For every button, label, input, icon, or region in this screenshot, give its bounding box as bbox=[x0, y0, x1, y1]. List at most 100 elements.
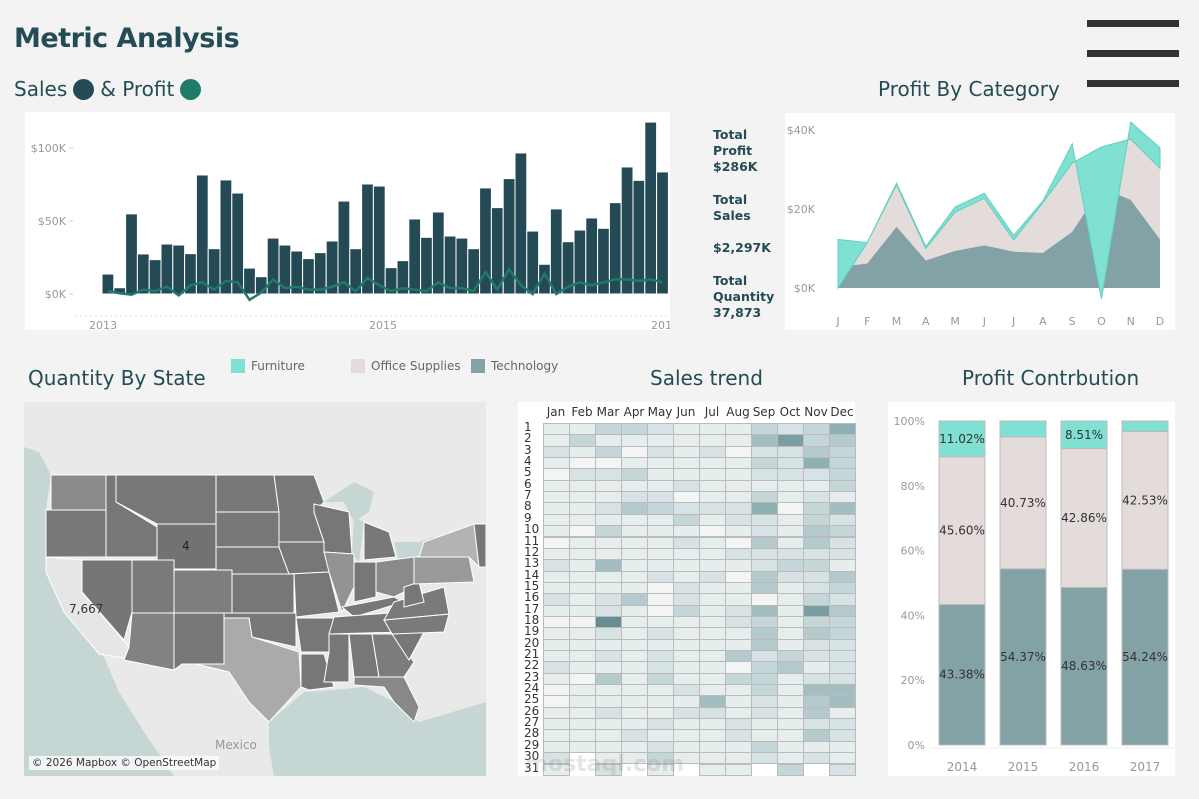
x-tick-label: 2014 bbox=[947, 760, 978, 774]
kpi-total-sales: Total Sales $2,297K bbox=[713, 192, 771, 256]
heatmap-cell[interactable] bbox=[543, 763, 570, 776]
state-ga bbox=[371, 633, 415, 678]
legend-item-furniture[interactable]: Furniture bbox=[231, 359, 305, 373]
segment-label: 45.60% bbox=[939, 524, 985, 538]
heatmap-month-header: Jul bbox=[704, 405, 720, 419]
stacked-segment-furniture bbox=[999, 420, 1047, 438]
segment-label: 42.53% bbox=[1122, 493, 1168, 507]
heatmap-day-label: 2 bbox=[524, 431, 532, 446]
state-az bbox=[123, 612, 175, 671]
heatmap-cell[interactable] bbox=[595, 763, 622, 776]
hamburger-menu-icon[interactable] bbox=[1087, 20, 1179, 90]
heatmap-day-label: 27 bbox=[524, 715, 540, 730]
y-tick-label: $40K bbox=[787, 124, 816, 137]
gulf-of-mexico bbox=[269, 687, 486, 776]
quantity-map[interactable]: 7,667 4 Mexico © 2026 Mapbox © OpenStree… bbox=[24, 402, 486, 776]
heatmap-month-header: Feb bbox=[571, 405, 593, 419]
heatmap-cell[interactable] bbox=[725, 763, 752, 776]
state-label-california: 7,667 bbox=[69, 602, 104, 616]
legend-item-technology[interactable]: Technology bbox=[471, 359, 558, 373]
sales-bar bbox=[514, 152, 528, 295]
stacked-segment-technology bbox=[938, 603, 986, 746]
sales-bar bbox=[337, 200, 351, 295]
kpi-value: $286K bbox=[713, 159, 758, 174]
heatmap-day-label: 15 bbox=[524, 578, 540, 593]
state-nd bbox=[215, 474, 280, 513]
profit-contribution-title: Profit Contrbution bbox=[962, 366, 1140, 390]
heatmap-day-label: 24 bbox=[524, 681, 540, 696]
state-label-wyoming: 4 bbox=[182, 539, 190, 553]
kpi-total-quantity: Total Quantity 37,873 bbox=[713, 273, 774, 321]
state-sd bbox=[215, 511, 280, 548]
heatmap-cell[interactable] bbox=[803, 752, 830, 765]
kpi-total-profit: Total Profit $286K bbox=[713, 127, 773, 175]
sales-bar bbox=[125, 213, 138, 295]
stacked-segment-furniture bbox=[1121, 420, 1169, 432]
heatmap-day-label: 8 bbox=[524, 499, 532, 514]
x-tick-label: A bbox=[1039, 315, 1047, 328]
profit-contribution-chart[interactable]: 100% 80% 60% 40% 20% 0% 43.38% 45.60% 11.02% 2014… bbox=[888, 402, 1175, 776]
heatmap-day-label: 18 bbox=[524, 612, 540, 627]
heatmap-month-header: Apr bbox=[623, 405, 645, 419]
stacked-segment-office-supplies bbox=[1060, 448, 1108, 588]
heatmap-cell[interactable] bbox=[647, 763, 674, 776]
heatmap-day-label: 4 bbox=[524, 454, 532, 469]
heatmap-day-label: 1 bbox=[524, 420, 532, 434]
x-tick-label: J bbox=[835, 315, 839, 328]
sales-bar bbox=[243, 267, 256, 295]
state-ut bbox=[131, 559, 175, 614]
heatmap-cell[interactable] bbox=[751, 752, 778, 765]
state-nv bbox=[81, 559, 133, 642]
heatmap-month-header: Nov bbox=[804, 405, 828, 419]
heatmap-day-label: 16 bbox=[524, 590, 540, 605]
sales-bar bbox=[620, 166, 634, 295]
heatmap-day-label: 26 bbox=[524, 703, 540, 718]
sales-bar bbox=[656, 171, 669, 295]
sales-trend-heatmap[interactable]: Jan Feb Mar Apr May Jun Jul Aug Sep Oct Nov Dec 1 2 3 4… bbox=[518, 402, 856, 776]
legend-label: Office Supplies bbox=[371, 359, 461, 373]
furniture-area bbox=[837, 121, 1161, 300]
state-pa bbox=[413, 556, 475, 585]
great-lakes bbox=[324, 482, 374, 522]
state-in bbox=[353, 561, 377, 603]
heatmap-month-header: Mar bbox=[596, 405, 620, 419]
state-wa bbox=[50, 474, 107, 511]
kpi-value: $2,297K bbox=[713, 240, 771, 255]
heatmap-cell[interactable] bbox=[777, 763, 804, 776]
x-tick-label: M bbox=[892, 315, 902, 328]
segment-label: 40.73% bbox=[1000, 496, 1046, 510]
y-tick-label: $0K bbox=[45, 288, 67, 301]
legend-label: Furniture bbox=[251, 359, 305, 373]
y-tick-label: $50K bbox=[38, 215, 67, 228]
heatmap-month-header: Jan bbox=[546, 405, 566, 419]
segment-label: 43.38% bbox=[939, 668, 985, 682]
heatmap-day-label: 11 bbox=[524, 533, 540, 548]
stacked-segment-technology bbox=[1121, 568, 1169, 746]
kpi-value: 37,873 bbox=[713, 305, 762, 320]
x-tick-label: 2017 bbox=[651, 319, 670, 330]
profit-line bbox=[107, 266, 663, 302]
y-tick-label: 80% bbox=[901, 480, 925, 493]
stacked-segment-office-supplies bbox=[999, 436, 1047, 570]
heatmap-day-label: 5 bbox=[524, 465, 532, 480]
technology-swatch-icon bbox=[471, 359, 485, 373]
sales-bar bbox=[420, 236, 433, 295]
x-tick-label: J bbox=[982, 315, 986, 328]
heatmap-month-header: Oct bbox=[779, 405, 801, 419]
profit-by-category-chart[interactable]: $40K $20K $0K J F M A M J J A S O N D bbox=[785, 113, 1175, 330]
state-mo bbox=[288, 571, 340, 618]
y-tick-label: $0K bbox=[794, 282, 816, 295]
state-or bbox=[45, 509, 107, 558]
heatmap-cell[interactable] bbox=[829, 763, 856, 776]
heatmap-cell[interactable] bbox=[699, 763, 726, 776]
heatmap-day-label: 23 bbox=[524, 669, 540, 684]
x-tick-label: S bbox=[1069, 315, 1076, 328]
heatmap-day-label: 22 bbox=[524, 658, 540, 673]
map-attribution[interactable]: © 2026 Mapbox © OpenStreetMap bbox=[29, 756, 220, 770]
sales-profit-title: Sales & Profit bbox=[14, 77, 202, 101]
sales-bar bbox=[632, 179, 646, 295]
legend-item-office-supplies[interactable]: Office Supplies bbox=[351, 359, 461, 373]
sales-profit-chart[interactable]: $100K $50K $0K 2013 2015 2017 bbox=[25, 112, 679, 332]
great-lakes bbox=[352, 517, 364, 562]
x-tick-label: J bbox=[1011, 315, 1015, 328]
